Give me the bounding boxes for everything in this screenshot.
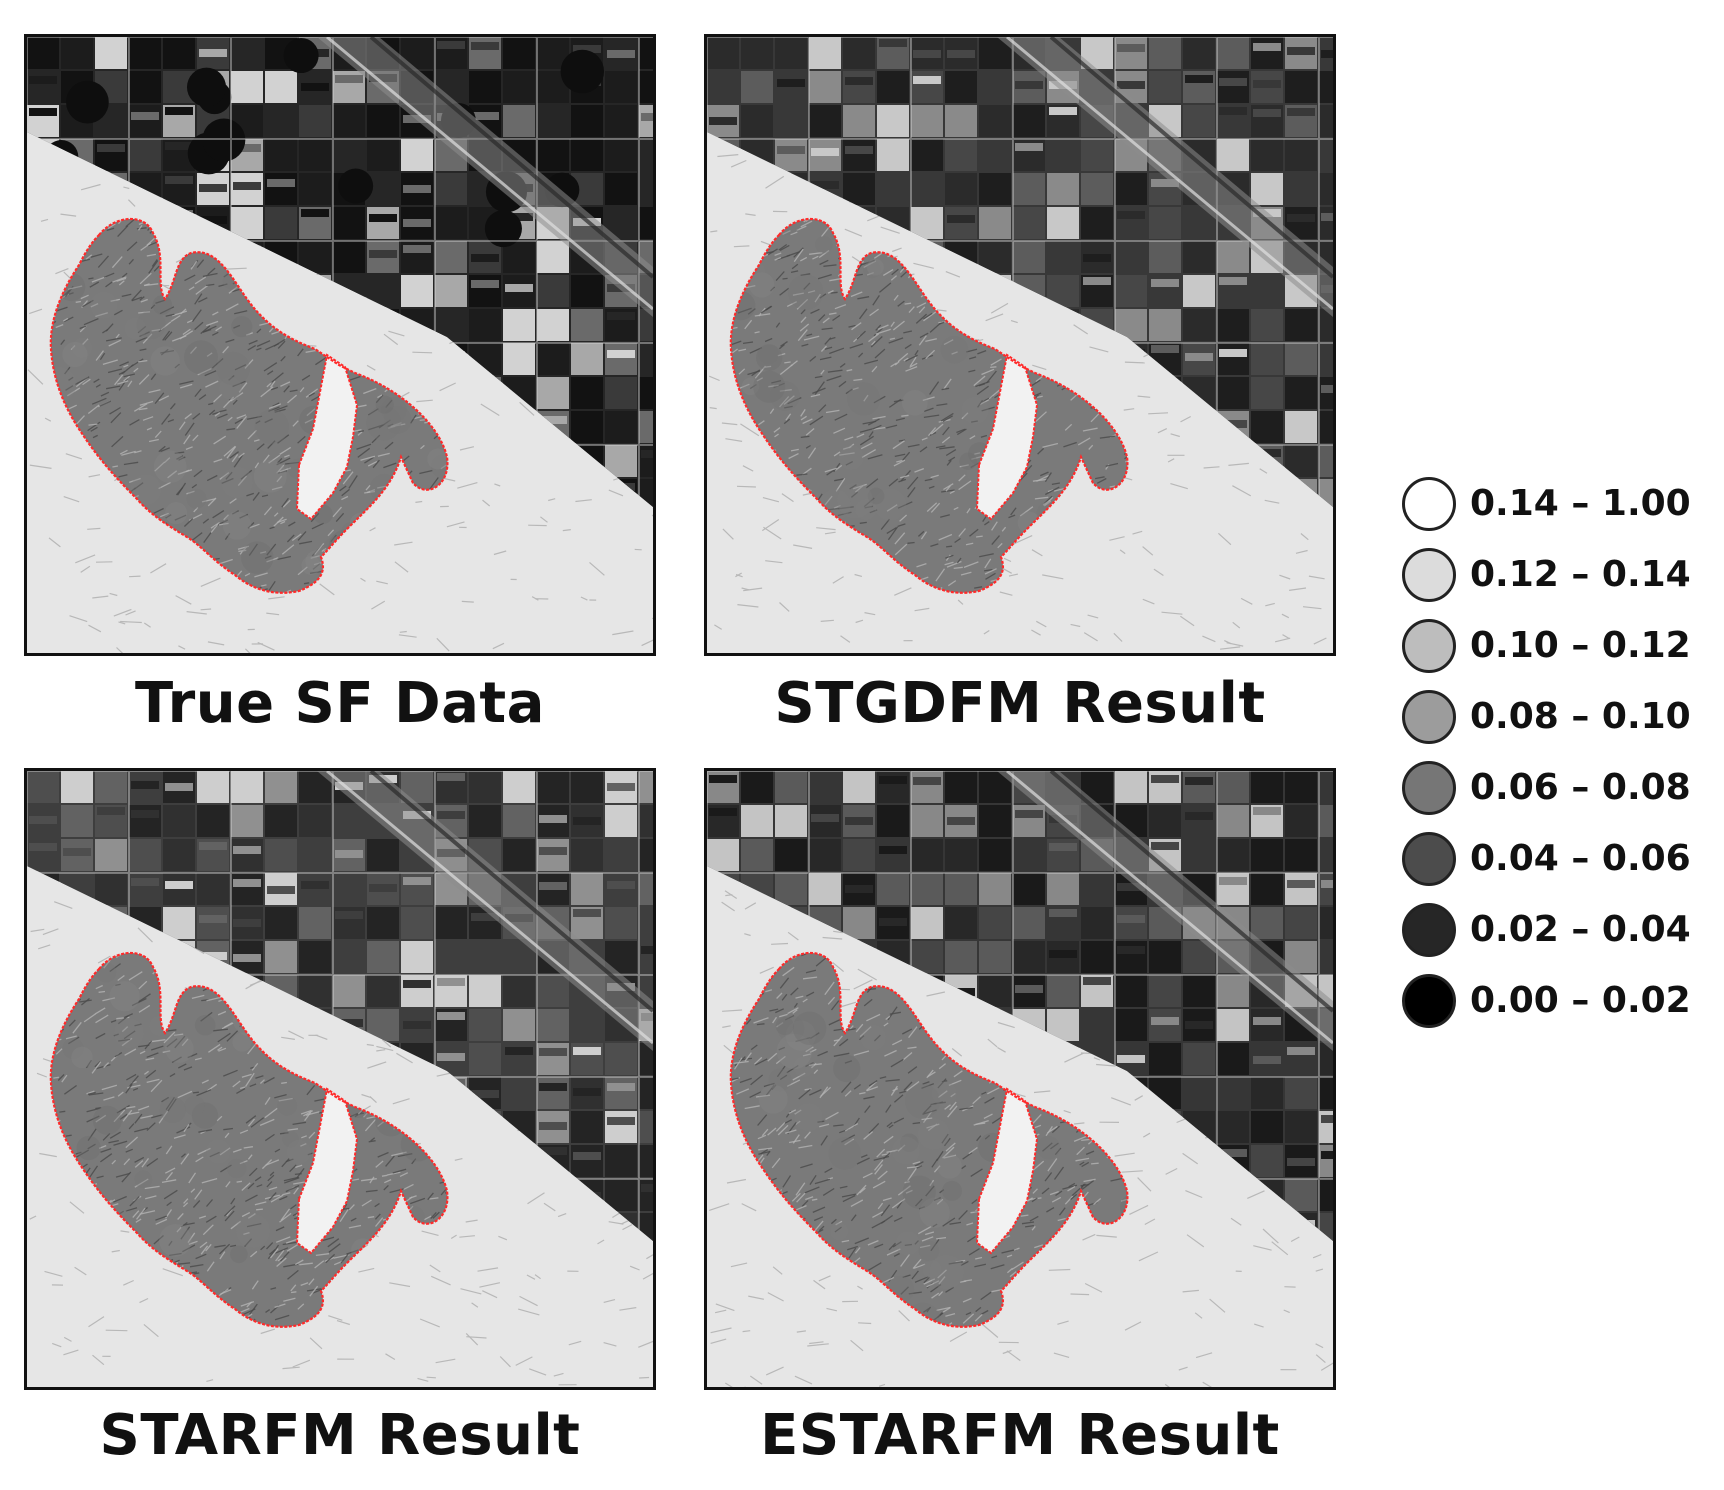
satellite-image <box>27 771 653 1387</box>
legend-swatch <box>1402 476 1456 531</box>
legend-label: 0.00 – 0.02 <box>1470 980 1691 1021</box>
legend-swatch <box>1402 902 1456 957</box>
legend-item: 0.04 – 0.06 <box>1402 823 1712 894</box>
satellite-image <box>707 771 1333 1387</box>
legend-label: 0.06 – 0.08 <box>1470 767 1691 808</box>
map-panel-starfm-result <box>24 768 656 1390</box>
legend-swatch <box>1402 618 1456 673</box>
satellite-image <box>27 37 653 653</box>
legend-swatch <box>1402 547 1456 602</box>
legend-item: 0.14 – 1.00 <box>1402 468 1712 539</box>
legend-swatch <box>1402 760 1456 815</box>
panel-caption: ESTARFM Result <box>760 1403 1280 1468</box>
map-panel-true-sf-data <box>24 34 656 656</box>
legend-label: 0.08 – 0.10 <box>1470 696 1691 737</box>
satellite-image <box>707 37 1333 653</box>
legend-item: 0.10 – 0.12 <box>1402 610 1712 681</box>
panel-caption: STGDFM Result <box>774 671 1266 736</box>
panel-caption: True SF Data <box>135 671 545 736</box>
legend-label: 0.14 – 1.00 <box>1470 483 1691 524</box>
legend-item: 0.12 – 0.14 <box>1402 539 1712 610</box>
legend-label: 0.04 – 0.06 <box>1470 838 1691 879</box>
legend-item: 0.00 – 0.02 <box>1402 965 1712 1036</box>
legend-item: 0.02 – 0.04 <box>1402 894 1712 965</box>
legend: 0.14 – 1.00 0.12 – 0.14 0.10 – 0.12 0.08… <box>1402 468 1712 1036</box>
legend-label: 0.12 – 0.14 <box>1470 554 1691 595</box>
legend-swatch <box>1402 973 1456 1028</box>
legend-item: 0.08 – 0.10 <box>1402 681 1712 752</box>
map-panel-estarfm-result <box>704 768 1336 1390</box>
legend-swatch <box>1402 831 1456 886</box>
panel-caption: STARFM Result <box>99 1403 581 1468</box>
legend-label: 0.10 – 0.12 <box>1470 625 1691 666</box>
map-panel-stgdfm-result <box>704 34 1336 656</box>
legend-label: 0.02 – 0.04 <box>1470 909 1691 950</box>
legend-swatch <box>1402 689 1456 744</box>
legend-item: 0.06 – 0.08 <box>1402 752 1712 823</box>
